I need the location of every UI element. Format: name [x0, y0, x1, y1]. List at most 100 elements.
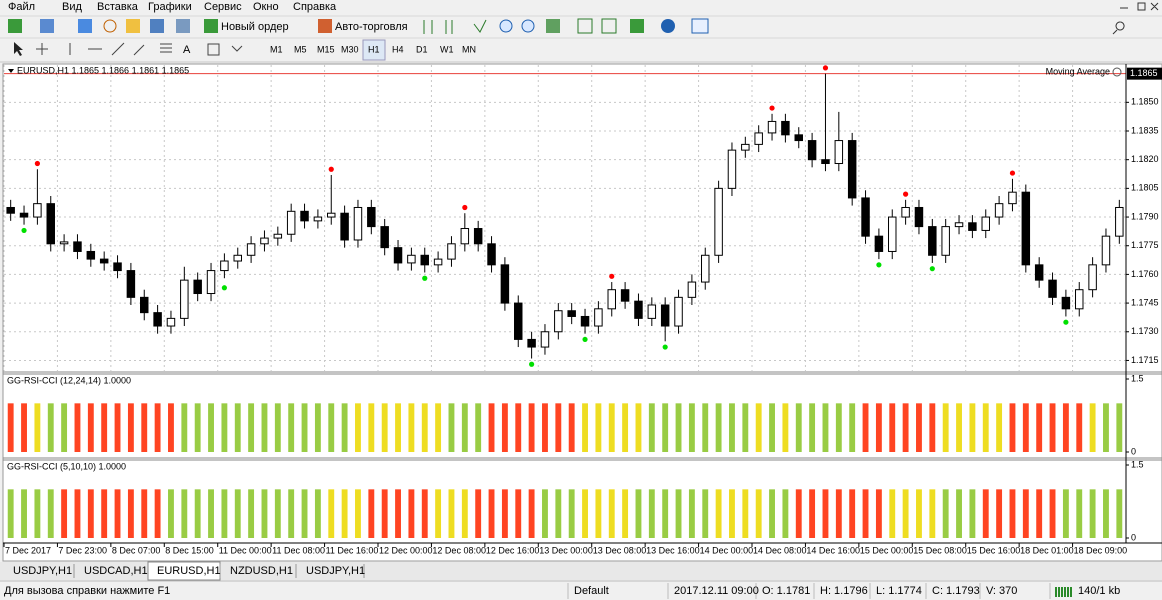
candle-body	[353, 206, 363, 241]
histogram-bar	[301, 403, 308, 452]
histogram-bar	[61, 403, 68, 452]
y-tick-label: 1.1730	[1131, 326, 1159, 336]
auto-trading-icon[interactable]	[318, 19, 332, 33]
histogram-bar	[809, 489, 816, 538]
fractal-dot	[876, 262, 882, 268]
histogram-bar	[902, 403, 909, 452]
histogram-bar	[368, 403, 375, 452]
zoom-in-icon[interactable]	[499, 19, 513, 33]
new-order-icon[interactable]	[204, 19, 218, 33]
scroll-icon[interactable]	[577, 18, 593, 34]
histogram-bar	[675, 403, 682, 452]
drawing-tools[interactable]	[36, 42, 172, 56]
timeframe-button[interactable]: M15	[317, 44, 335, 54]
templates-icon[interactable]	[691, 18, 709, 34]
tab[interactable]: NZDUSD,H1	[230, 565, 293, 577]
timeframe-button[interactable]: D1	[416, 44, 428, 54]
profiles-icon[interactable]	[40, 19, 54, 33]
menu-item[interactable]: Сервис	[204, 1, 242, 13]
histogram-bar	[996, 489, 1003, 538]
menu-item[interactable]: Справка	[293, 1, 337, 13]
histogram-bar	[408, 489, 415, 538]
histogram-bar	[408, 403, 415, 452]
navigator-icon[interactable]	[126, 19, 140, 33]
histogram-bar	[1049, 403, 1056, 452]
candle-body	[99, 258, 109, 264]
menu-item[interactable]: Графики	[148, 1, 192, 13]
periods-icon[interactable]	[661, 19, 675, 33]
tab[interactable]: USDJPY,H1	[306, 565, 365, 577]
new-order-button[interactable]: Новый ордер	[221, 21, 289, 33]
histogram-bar	[835, 403, 842, 452]
candle-body	[634, 300, 643, 319]
tester-icon[interactable]	[176, 19, 190, 33]
candle-body	[206, 270, 216, 295]
histogram-bar	[328, 489, 335, 538]
timeframe-button[interactable]: M5	[294, 44, 307, 54]
histogram-bar	[916, 489, 922, 538]
histogram-bar	[1089, 489, 1096, 538]
histogram-bar	[154, 403, 161, 452]
histogram-bar	[542, 403, 548, 452]
auto-trading-button[interactable]: Авто-торговля	[335, 21, 408, 33]
shift-icon[interactable]	[601, 18, 617, 34]
histogram-bar	[221, 403, 228, 452]
candle-body	[607, 289, 616, 310]
bar-volume: V: 370	[986, 585, 1017, 597]
tile-icon[interactable]	[546, 19, 560, 33]
zoom-out-icon[interactable]	[521, 19, 535, 33]
candle-body	[741, 143, 750, 151]
tab-active[interactable]: EURUSD,H1	[157, 565, 221, 577]
window-controls[interactable]	[1120, 2, 1159, 11]
candle-body	[73, 241, 82, 252]
histogram-bar	[996, 403, 1003, 452]
timeframe-button[interactable]: M1	[270, 44, 283, 54]
candle-body	[193, 279, 202, 295]
candle-body	[1048, 279, 1057, 298]
x-tick-label: 13 Dec 08:00	[593, 545, 647, 555]
histogram-bar	[1036, 489, 1043, 538]
candle-body	[968, 222, 977, 231]
menu-item[interactable]: Окно	[253, 1, 279, 13]
cursor-icon[interactable]	[14, 42, 23, 56]
timeframe-button[interactable]: H4	[392, 44, 404, 54]
menu-item[interactable]: Файл	[8, 1, 35, 13]
histogram-bar	[127, 403, 134, 452]
menu-item[interactable]: Вид	[62, 1, 82, 13]
histogram-bar	[1089, 403, 1096, 452]
timeframe-button[interactable]: M30	[341, 44, 359, 54]
histogram-bar	[662, 403, 669, 452]
candle-body	[113, 262, 122, 272]
chart-type-icons[interactable]	[423, 19, 487, 34]
search-icon[interactable]	[1112, 21, 1125, 35]
bar-time: 2017.12.11 09:00	[674, 585, 759, 597]
histogram-bar	[314, 489, 321, 538]
market-watch-icon[interactable]	[78, 19, 92, 33]
last-price-box	[1127, 67, 1162, 80]
histogram-bar	[355, 403, 361, 452]
histogram-bar	[942, 403, 949, 452]
histogram-bar	[622, 489, 629, 538]
data-window-icon[interactable]	[103, 19, 117, 33]
tab[interactable]: USDCAD,H1	[84, 565, 148, 577]
label-tool[interactable]	[207, 43, 220, 56]
candle-body	[807, 140, 817, 161]
terminal-icon[interactable]	[150, 19, 164, 33]
text-tool[interactable]: A	[183, 44, 191, 56]
candle-body	[620, 289, 630, 302]
histogram-bar	[782, 489, 789, 538]
timeframe-button[interactable]: H1	[368, 44, 380, 54]
histogram-bar	[127, 489, 134, 538]
histogram-bar	[782, 403, 789, 452]
fractal-dot	[21, 227, 27, 234]
timeframe-button[interactable]: W1	[440, 44, 454, 54]
arrows-tool[interactable]	[231, 45, 243, 52]
menu-item[interactable]: Вставка	[97, 1, 139, 13]
tab[interactable]: USDJPY,H1	[13, 565, 72, 577]
timeframe-button[interactable]: MN	[462, 44, 476, 54]
fractal-dot	[822, 65, 829, 71]
indicators-icon[interactable]	[630, 19, 644, 33]
histogram-bar	[208, 403, 214, 452]
new-chart-icon[interactable]	[8, 19, 22, 33]
histogram-bar	[47, 489, 54, 538]
